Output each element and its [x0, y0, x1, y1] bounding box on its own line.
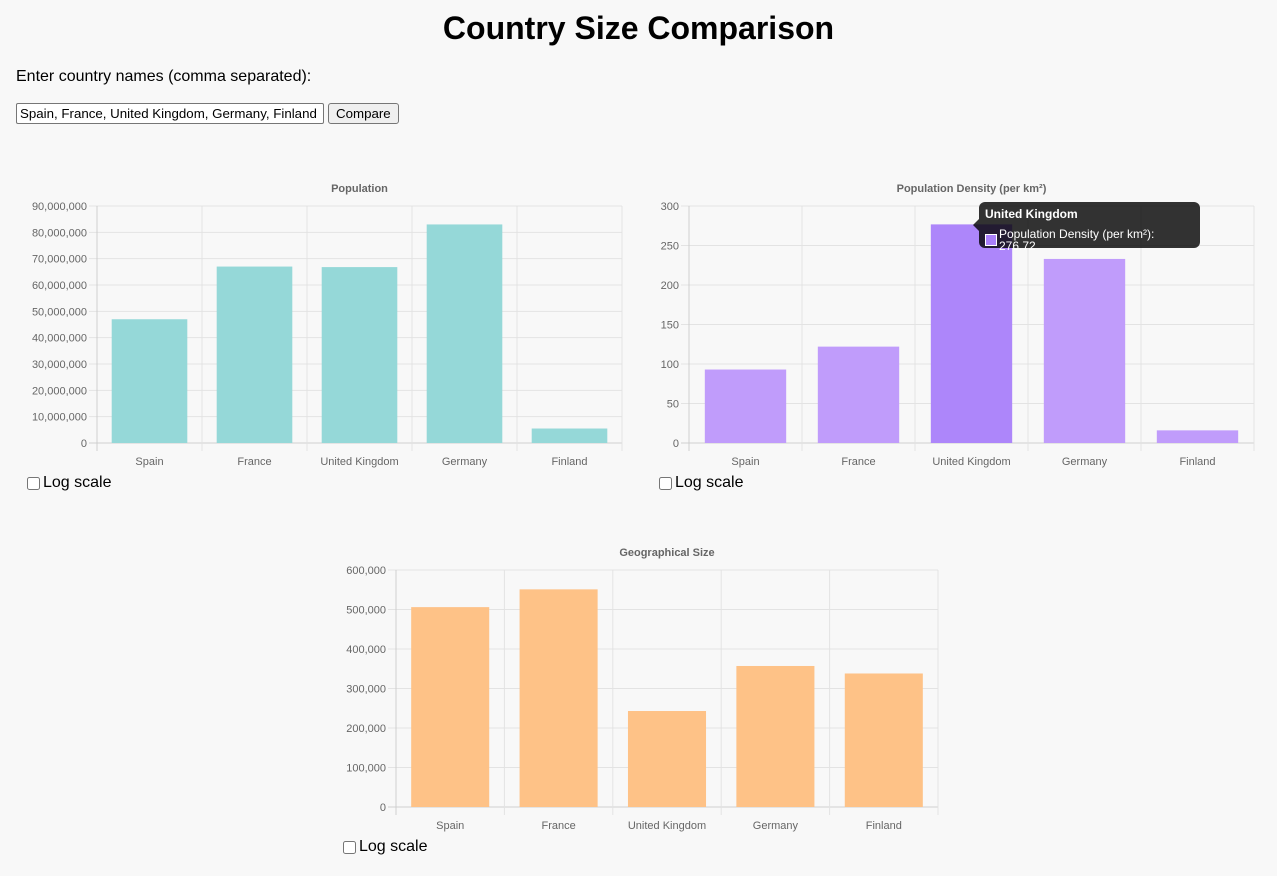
bar: [321, 267, 398, 443]
bar: [1156, 430, 1239, 443]
y-tick-label: 90,000,000: [32, 201, 87, 213]
country-input[interactable]: [16, 103, 324, 124]
log-scale-checkbox[interactable]: [659, 476, 672, 490]
chart-title: Population: [331, 183, 388, 195]
x-tick-label: United Kingdom: [628, 820, 706, 832]
x-tick-label: France: [541, 820, 575, 832]
x-tick-label: Germany: [442, 456, 488, 468]
y-tick-label: 60,000,000: [32, 280, 87, 292]
bar: [930, 224, 1013, 443]
y-tick-label: 400,000: [346, 644, 386, 656]
y-tick-label: 0: [673, 438, 679, 450]
tooltip-caret: [973, 219, 979, 231]
x-tick-label: France: [841, 456, 875, 468]
x-tick-label: Germany: [1062, 456, 1108, 468]
log-scale-label: Log scale: [359, 838, 428, 855]
x-tick-label: Spain: [731, 456, 759, 468]
y-tick-label: 20,000,000: [32, 385, 87, 397]
x-tick-label: United Kingdom: [932, 456, 1010, 468]
y-tick-label: 50: [667, 399, 679, 411]
x-tick-label: Germany: [753, 820, 799, 832]
bar: [627, 711, 707, 807]
tooltip-title: United Kingdom: [985, 207, 1078, 221]
log-scale-label: Log scale: [675, 474, 744, 491]
bar: [519, 589, 598, 807]
bar: [817, 346, 900, 443]
y-tick-label: 40,000,000: [32, 333, 87, 345]
y-tick-label: 600,000: [346, 565, 386, 577]
bar: [411, 607, 490, 807]
x-tick-label: Spain: [135, 456, 163, 468]
y-tick-label: 100: [661, 359, 679, 371]
y-tick-label: 70,000,000: [32, 254, 87, 266]
bar: [216, 266, 293, 443]
y-tick-label: 250: [661, 241, 679, 253]
geographical-size-chart: Geographical Size 0 100,000 200,000 300,000 4…: [346, 547, 939, 832]
page-title: Country Size Comparison: [442, 10, 835, 46]
bar: [844, 673, 923, 807]
bar: [426, 224, 503, 443]
x-tick-label: Spain: [436, 820, 464, 832]
bar: [736, 665, 815, 807]
density-chart: Population Density (per km²) 0 50 100 150 200…: [661, 183, 1255, 468]
log-scale-checkbox[interactable]: [343, 840, 356, 854]
bar: [531, 428, 608, 443]
x-tick-label: France: [237, 456, 271, 468]
y-tick-label: 150: [661, 320, 679, 332]
y-tick-label: 10,000,000: [32, 412, 87, 424]
y-tick-label: 30,000,000: [32, 359, 87, 371]
log-scale-toggle-size[interactable]: Log scale: [343, 838, 428, 856]
bar: [111, 319, 188, 443]
log-scale-toggle-density[interactable]: Log scale: [659, 474, 744, 492]
bar: [1043, 258, 1126, 443]
bar: [704, 369, 787, 443]
y-tick-label: 0: [81, 438, 87, 450]
input-prompt: Enter country names (comma separated):: [16, 68, 312, 85]
y-tick-label: 500,000: [346, 605, 386, 617]
y-tick-label: 200,000: [346, 723, 386, 735]
tooltip-swatch: [985, 234, 997, 246]
y-tick-label: 300,000: [346, 684, 386, 696]
x-tick-label: Finland: [866, 820, 902, 832]
log-scale-checkbox[interactable]: [27, 476, 40, 490]
population-chart: Population 0 10,000,000 20,000,000 30,000,00…: [32, 183, 623, 468]
log-scale-toggle-population[interactable]: Log scale: [27, 474, 112, 492]
y-tick-label: 80,000,000: [32, 227, 87, 239]
x-tick-label: Finland: [1179, 456, 1215, 468]
compare-button[interactable]: Compare: [328, 103, 399, 124]
y-tick-label: 100,000: [346, 763, 386, 775]
y-tick-label: 300: [661, 201, 679, 213]
log-scale-label: Log scale: [43, 474, 112, 491]
x-tick-label: United Kingdom: [320, 456, 398, 468]
tooltip-label: Population Density (per km²): 276.72: [998, 227, 1155, 253]
chart-title: Geographical Size: [619, 547, 714, 559]
y-tick-label: 0: [380, 802, 386, 814]
chart-tooltip: United Kingdom Population Density (per k…: [973, 202, 1200, 252]
y-tick-label: 200: [661, 280, 679, 292]
x-tick-label: Finland: [551, 456, 587, 468]
y-tick-label: 50,000,000: [32, 306, 87, 318]
chart-title: Population Density (per km²): [897, 183, 1047, 195]
